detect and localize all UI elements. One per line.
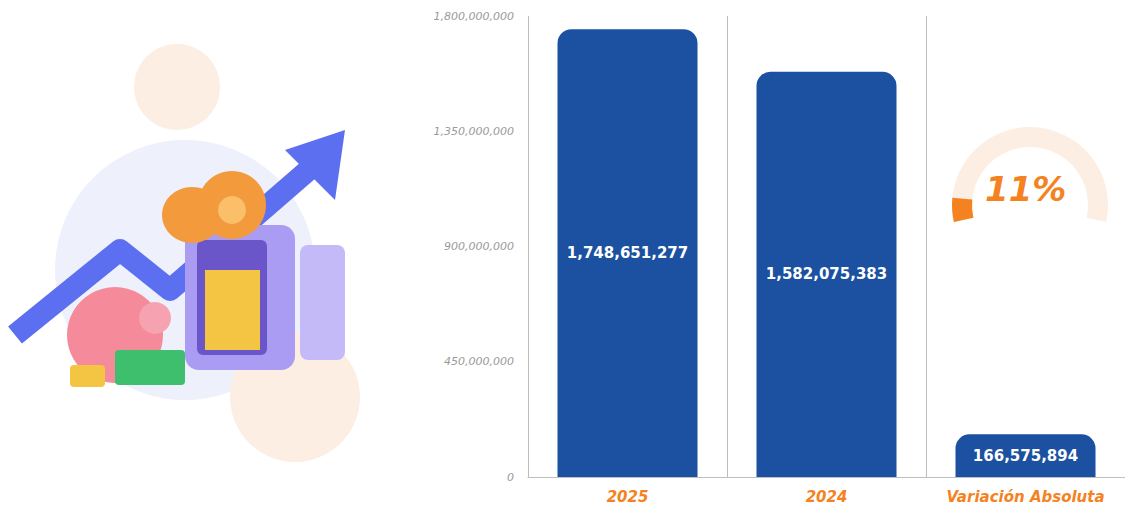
svg-text:1,800,000,000: 1,800,000,000 — [434, 10, 514, 23]
svg-text:Variación Absoluta: Variación Absoluta — [946, 488, 1104, 506]
svg-text:2024: 2024 — [806, 488, 848, 506]
svg-text:1,350,000,000: 1,350,000,000 — [434, 125, 514, 138]
svg-text:11%: 11% — [985, 169, 1066, 209]
svg-text:450,000,000: 450,000,000 — [444, 355, 514, 368]
svg-text:0: 0 — [507, 471, 514, 484]
svg-text:1,582,075,383: 1,582,075,383 — [766, 265, 887, 283]
svg-text:900,000,000: 900,000,000 — [444, 240, 514, 253]
svg-text:166,575,894: 166,575,894 — [973, 447, 1078, 465]
svg-text:2025: 2025 — [607, 488, 649, 506]
svg-text:1,748,651,277: 1,748,651,277 — [567, 244, 688, 262]
